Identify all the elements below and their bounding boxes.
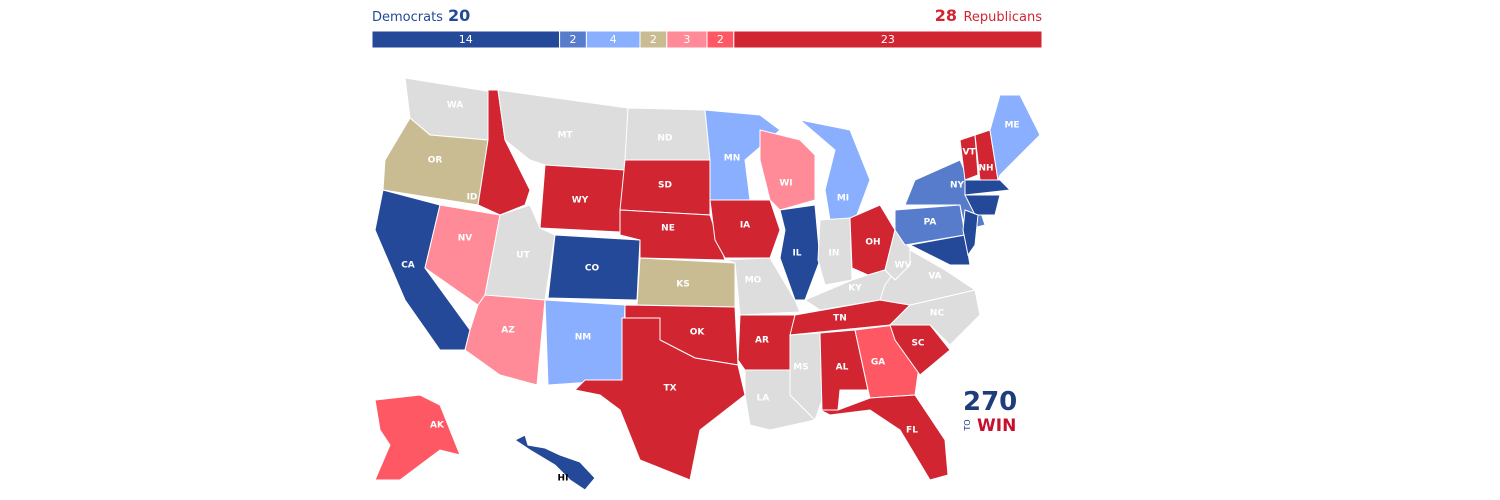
logo-number: 270 [963, 387, 1017, 417]
state [908, 234, 971, 266]
state-label: MO [745, 276, 762, 286]
state-label: UT [516, 251, 530, 261]
state [724, 257, 801, 316]
state-label: AK [430, 421, 445, 431]
state-label: AZ [501, 326, 515, 336]
state [962, 209, 979, 257]
state-label: AL [836, 363, 849, 373]
state-label: WI [779, 179, 792, 189]
state-label: WV [895, 261, 912, 271]
state-label: CO [585, 264, 600, 274]
state-label: VA [928, 272, 941, 282]
state-label: MI [837, 194, 849, 204]
state [819, 394, 949, 481]
segment-label: 4 [610, 33, 617, 46]
state [964, 179, 1012, 196]
logo-win: WIN [977, 416, 1016, 436]
seat-bar: 14 2 4 2 3 2 23 [371, 30, 1043, 49]
state [759, 129, 816, 211]
state-label: GA [871, 358, 885, 368]
state-label: IN [829, 249, 840, 259]
state-label: OK [690, 328, 706, 338]
state-label: KY [848, 284, 862, 294]
dem-total: 20 [448, 6, 470, 25]
state-label: WY [572, 196, 589, 206]
state [959, 134, 979, 181]
logo-to: TO [963, 419, 972, 431]
state-label: LA [757, 394, 770, 404]
state-label: ME [1004, 121, 1019, 131]
state-label: OR [428, 156, 443, 166]
segment-label: 23 [881, 33, 895, 46]
state [779, 204, 821, 301]
state [573, 317, 746, 481]
state-label: SC [911, 339, 924, 349]
segment-label: 3 [683, 33, 690, 46]
segment-label: 2 [717, 33, 724, 46]
segment-label: 2 [650, 33, 657, 46]
state-label: ID [467, 193, 478, 203]
state-label: AR [755, 336, 769, 346]
state-label: MT [557, 131, 573, 141]
state-label: FL [906, 426, 918, 436]
state-label: MS [793, 363, 808, 373]
state [514, 434, 596, 491]
state-label: NY [950, 181, 965, 191]
logo: 270 TO WIN [963, 387, 1017, 436]
state [964, 194, 1001, 216]
state-label: KS [676, 280, 689, 290]
state-label: MN [724, 154, 741, 164]
state-label: SD [658, 181, 672, 191]
state [817, 217, 853, 286]
segment-label: 14 [459, 33, 473, 46]
state [544, 299, 626, 386]
us-map: WA OR CA NV ID MT WY UT AZ CO NM ND SD NE KS OK TX MN IA MO… [374, 77, 1041, 491]
state-label: IL [792, 249, 801, 259]
state-label: NC [930, 309, 945, 319]
state-label: HI [558, 474, 569, 484]
state-label: TX [663, 384, 676, 394]
state [374, 394, 461, 481]
state-label: TN [833, 314, 847, 324]
state-label: ND [657, 134, 672, 144]
state-label: PA [924, 218, 937, 228]
state-label: WA [447, 101, 464, 111]
state-label: NM [575, 333, 592, 343]
state-label: CA [401, 261, 415, 271]
state-label: NH [978, 164, 993, 174]
segment-label: 2 [570, 33, 577, 46]
state [464, 294, 546, 386]
state [989, 94, 1041, 182]
state-label: NV [458, 234, 473, 244]
rep-total: 28 [935, 6, 957, 25]
state-label: IA [740, 221, 750, 231]
bar-segment [733, 30, 1043, 49]
state-label: OH [865, 238, 880, 248]
state-label: VT [962, 148, 976, 158]
rep-label: Republicans [963, 10, 1042, 25]
dem-label: Democrats [372, 10, 443, 25]
state-label: NE [661, 224, 675, 234]
